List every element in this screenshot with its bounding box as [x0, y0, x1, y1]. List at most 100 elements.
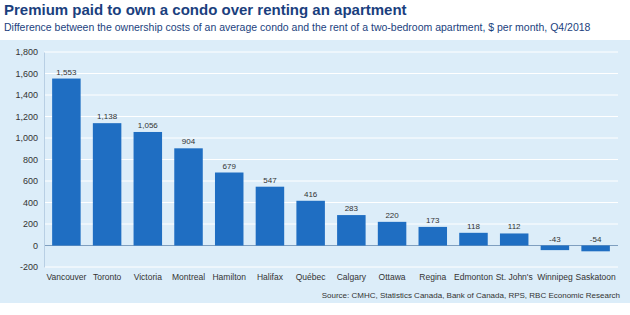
- plot: -200 0 200 400 600 800 1,000 1,200 1,400 1,600 1,8…: [15, 47, 618, 282]
- data-label: -54: [590, 235, 602, 244]
- x-tick: Edmonton: [454, 267, 493, 282]
- x-tick: Hamilton: [212, 267, 246, 282]
- y-tick: 1,000: [15, 133, 44, 143]
- x-tick: Calgary: [337, 267, 367, 282]
- bar: [52, 79, 80, 246]
- x-axis: Vancouver Toronto Victoria Montreal Hamilton…: [45, 267, 619, 282]
- data-label: 283: [345, 204, 359, 213]
- x-tick-label: Edmonton: [454, 272, 493, 282]
- x-tick: St. John's: [496, 267, 533, 282]
- data-label: 904: [182, 137, 196, 146]
- chart: Premium paid to own a condo over renting…: [0, 0, 630, 315]
- x-tick-label: Winnipeg: [537, 272, 573, 282]
- panel-background: [0, 40, 630, 303]
- grid-line: [44, 267, 618, 268]
- title: Premium paid to own a condo over renting…: [4, 1, 407, 18]
- subtitle: Difference between the ownership costs o…: [4, 21, 591, 33]
- bar: [419, 227, 447, 246]
- grid-line: [44, 52, 618, 53]
- x-tick-label: Halifax: [257, 272, 284, 282]
- bar: [378, 222, 406, 246]
- bar: [581, 246, 609, 252]
- data-label: 679: [223, 162, 237, 171]
- data-label: 1,553: [56, 68, 77, 77]
- grid-line: [44, 159, 618, 160]
- y-tick-label: 0: [33, 241, 38, 251]
- y-tick-label: 600: [23, 176, 38, 186]
- x-tick: Saskatoon: [576, 267, 616, 282]
- data-label: 173: [426, 216, 440, 225]
- bar: [541, 246, 569, 251]
- data-label: 118: [467, 222, 480, 231]
- x-tick-label: Montreal: [172, 272, 205, 282]
- grid-line: [44, 138, 618, 139]
- x-tick: Québec: [296, 267, 327, 282]
- data-label: 1,056: [138, 121, 159, 130]
- y-tick-label: 800: [23, 155, 38, 165]
- grid-line: [44, 224, 618, 225]
- x-tick-label: Calgary: [337, 272, 367, 282]
- y-tick-label: 200: [23, 219, 38, 229]
- grid-line: [44, 73, 618, 74]
- y-tick: 600: [23, 176, 44, 186]
- bar: [256, 187, 284, 246]
- x-tick: Vancouver: [46, 267, 86, 282]
- data-labels: 1,553 1,138 1,056 904 679 547 416 283 220 173 118 1…: [56, 68, 602, 244]
- bars: [52, 79, 610, 252]
- x-tick: Ottawa: [379, 267, 406, 282]
- x-tick: Winnipeg: [537, 267, 573, 282]
- bar: [459, 233, 487, 246]
- bar: [215, 173, 243, 246]
- x-tick: Toronto: [93, 267, 122, 282]
- x-tick-label: Toronto: [93, 272, 122, 282]
- bar: [93, 123, 121, 245]
- x-axis-line: [45, 267, 619, 268]
- x-tick-label: Regina: [419, 272, 446, 282]
- bar: [174, 148, 202, 245]
- y-tick: 400: [23, 198, 44, 208]
- y-tick-label: 1,600: [15, 69, 38, 79]
- y-tick-label: 1,200: [15, 112, 38, 122]
- y-tick: 1,200: [15, 112, 44, 122]
- y-tick-label: 400: [23, 198, 38, 208]
- y-tick: 1,400: [15, 90, 44, 100]
- data-label: 112: [508, 222, 521, 231]
- bar: [134, 132, 162, 246]
- y-tick-label: 1,000: [15, 133, 38, 143]
- grid-line: [44, 202, 618, 203]
- data-label: 416: [304, 190, 318, 199]
- data-label: 1,138: [97, 112, 118, 121]
- data-label: -43: [549, 235, 561, 244]
- bar: [337, 215, 365, 245]
- y-tick: 0: [33, 241, 44, 251]
- y-tick-label: -200: [20, 262, 38, 272]
- y-tick: 800: [23, 155, 44, 165]
- grid-line: [44, 116, 618, 117]
- x-tick: Regina: [419, 267, 446, 282]
- x-tick: Victoria: [134, 267, 162, 282]
- bar: [296, 201, 324, 246]
- data-label: 220: [385, 211, 399, 220]
- x-tick: Montreal: [172, 267, 205, 282]
- grid-line: [44, 95, 618, 96]
- y-tick: 200: [23, 219, 44, 229]
- grid-line: [44, 181, 618, 182]
- grid: [44, 52, 618, 267]
- data-label: 547: [263, 176, 277, 185]
- x-tick-label: Victoria: [134, 272, 162, 282]
- y-tick: -200: [20, 262, 44, 272]
- x-tick-label: Ottawa: [379, 272, 406, 282]
- y-axis-line: [44, 53, 45, 268]
- x-tick: Halifax: [257, 267, 284, 282]
- x-tick-label: Vancouver: [46, 272, 86, 282]
- y-tick: 1,800: [15, 47, 44, 57]
- x-tick-label: St. John's: [496, 272, 533, 282]
- y-tick-label: 1,400: [15, 90, 38, 100]
- x-tick-label: Hamilton: [212, 272, 246, 282]
- x-tick-label: Québec: [296, 272, 327, 282]
- y-tick-label: 1,800: [15, 47, 38, 57]
- bar: [500, 233, 528, 245]
- y-axis: -200 0 200 400 600 800 1,000 1,200 1,400 1,600 1,8…: [15, 47, 44, 272]
- y-tick: 1,600: [15, 69, 44, 79]
- x-tick-label: Saskatoon: [576, 272, 616, 282]
